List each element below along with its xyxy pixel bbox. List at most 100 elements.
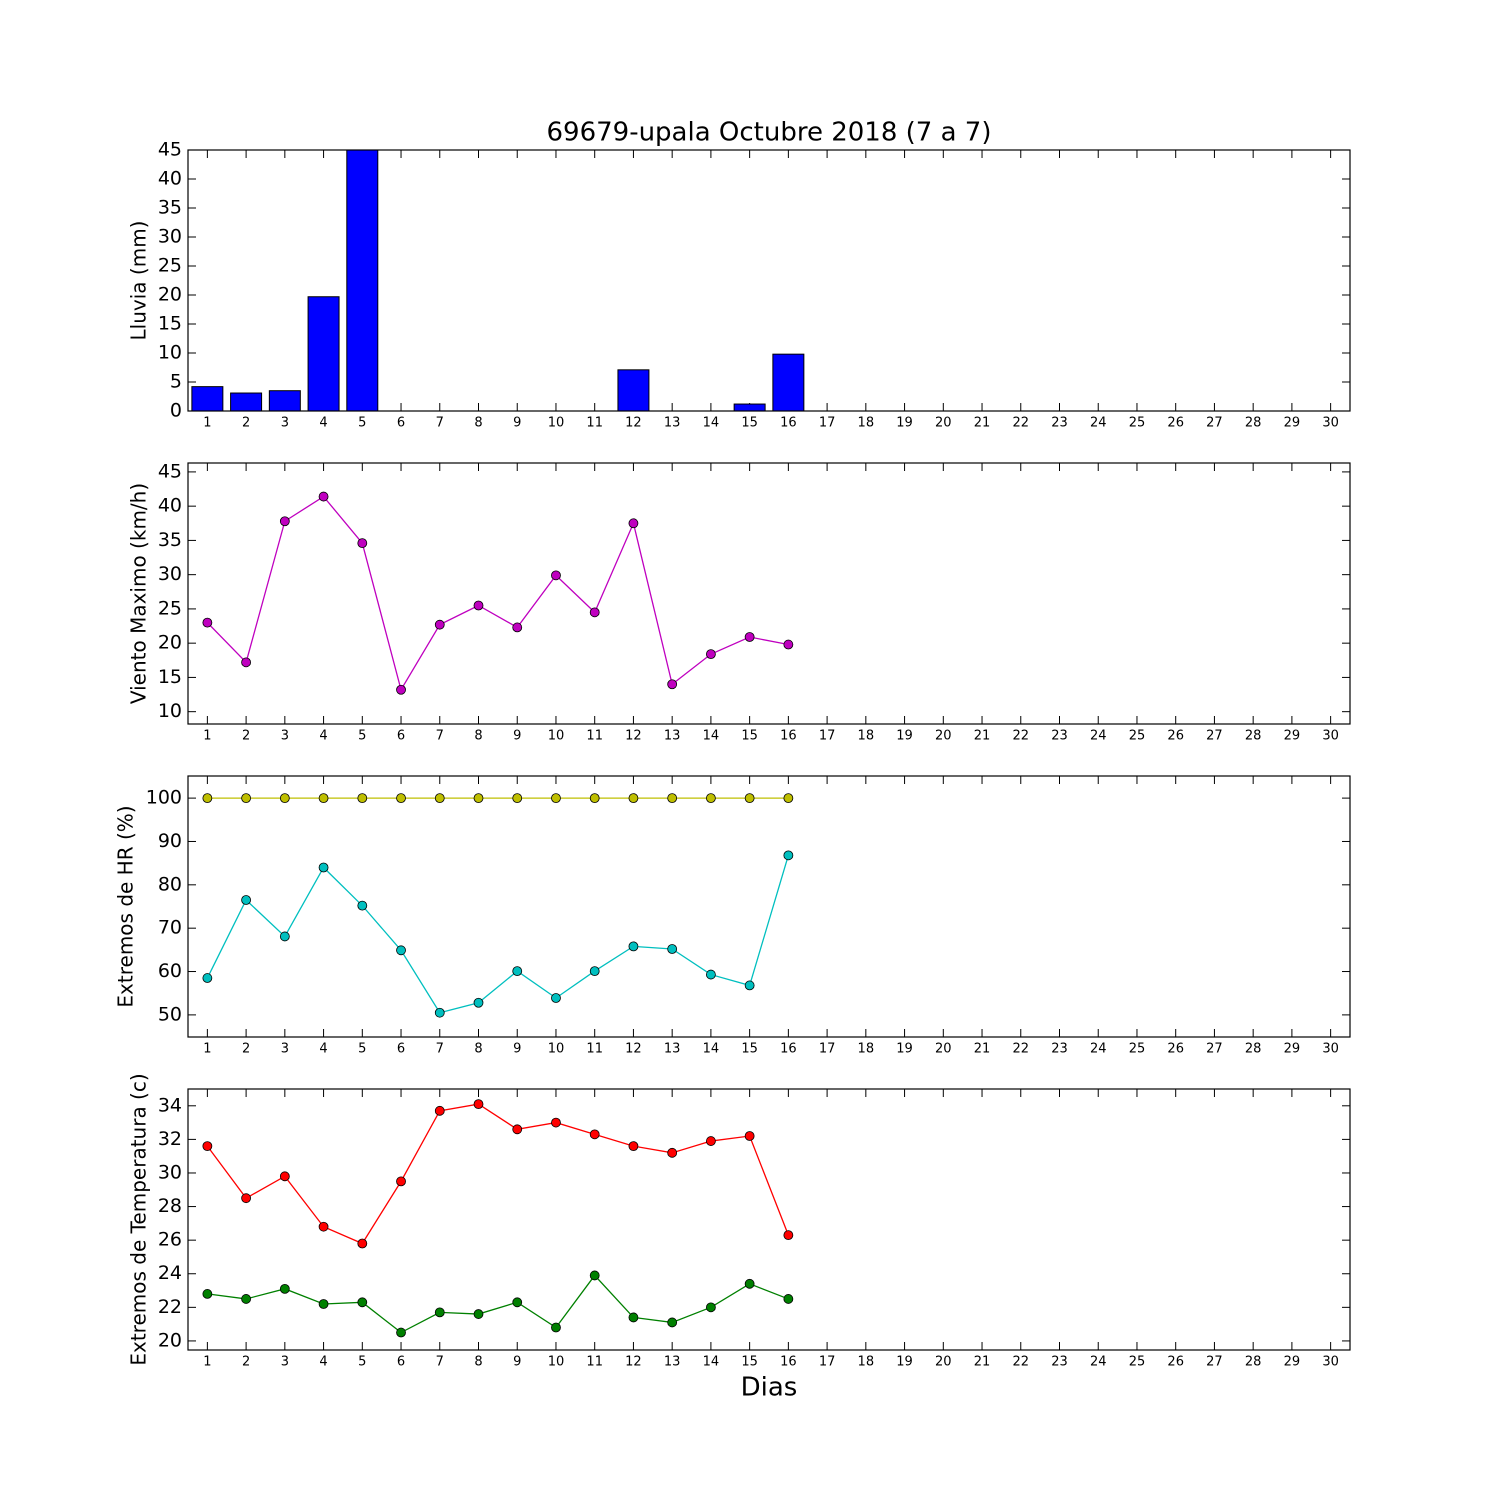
x-tick-label: 16	[780, 416, 797, 431]
y-tick-label: 40	[158, 495, 182, 517]
x-tick-label: 23	[1051, 1042, 1068, 1057]
point	[589, 1270, 600, 1281]
x-tick-label: 15	[741, 1355, 758, 1370]
x-tick-label: 13	[664, 1355, 681, 1370]
x-tick-label: 8	[474, 1042, 482, 1057]
point	[241, 895, 252, 905]
x-tick-label: 4	[319, 1355, 327, 1370]
x-tick-label: 2	[242, 416, 250, 431]
point	[279, 793, 290, 804]
x-tick-label: 14	[703, 1355, 720, 1370]
point	[318, 1221, 329, 1232]
x-tick-label: 6	[397, 1355, 405, 1370]
x-tick-label: 26	[1167, 416, 1184, 431]
x-tick-label: 24	[1090, 416, 1107, 431]
point	[589, 1129, 600, 1140]
x-tick-label: 3	[281, 416, 289, 431]
point	[628, 518, 639, 529]
y-tick-label: 30	[158, 226, 182, 248]
y-axis-label: Lluvia (mm)	[127, 221, 151, 341]
x-tick-label: 10	[548, 729, 565, 744]
point	[783, 1294, 794, 1304]
y-tick-label: 45	[158, 460, 182, 482]
point	[434, 619, 445, 630]
x-tick-label: 4	[319, 416, 327, 431]
y-tick-label: 28	[158, 1195, 182, 1217]
point	[473, 1099, 484, 1110]
line-series	[207, 1274, 789, 1334]
y-tick-label: 34	[158, 1094, 182, 1116]
x-tick-label: 6	[397, 729, 405, 744]
x-tick-label: 29	[1284, 729, 1301, 744]
point	[783, 850, 794, 861]
point	[783, 793, 794, 804]
x-tick-label: 5	[358, 729, 366, 744]
x-tick-label: 17	[819, 1042, 836, 1057]
point	[512, 966, 523, 976]
x-tick-label: 11	[586, 729, 603, 744]
plot-frame	[187, 462, 1351, 725]
point	[628, 1141, 639, 1152]
x-tick-label: 19	[896, 729, 913, 744]
y-tick-label: 26	[158, 1229, 182, 1251]
y-axis-label: Extremos de HR (%)	[114, 805, 138, 1007]
y-tick-label: 50	[158, 1003, 182, 1025]
x-tick-label: 24	[1090, 729, 1107, 744]
point	[783, 1230, 794, 1241]
x-tick-label: 28	[1245, 729, 1262, 744]
x-tick-label: 23	[1051, 416, 1068, 431]
point	[744, 632, 755, 642]
point	[473, 997, 484, 1008]
point	[551, 570, 561, 581]
x-tick-label: 2	[242, 729, 250, 744]
bar	[772, 353, 805, 412]
x-tick-label: 21	[974, 1042, 991, 1057]
x-tick-label: 21	[974, 1355, 991, 1370]
y-tick-label: 20	[158, 632, 182, 654]
point	[434, 1105, 445, 1116]
y-tick-label: 20	[158, 1329, 182, 1351]
x-tick-label: 25	[1129, 729, 1146, 744]
point	[706, 793, 716, 804]
x-tick-label: 9	[513, 416, 521, 431]
point	[783, 639, 794, 650]
x-tick-label: 18	[858, 416, 875, 431]
point	[434, 1307, 445, 1318]
x-tick-label: 19	[896, 416, 913, 431]
point	[473, 793, 484, 804]
point	[279, 516, 290, 527]
y-tick-label: 0	[170, 400, 182, 422]
point	[318, 793, 329, 804]
x-tick-label: 1	[203, 729, 211, 744]
y-tick-label: 10	[158, 700, 182, 722]
x-tick-label: 21	[974, 416, 991, 431]
y-tick-label: 30	[158, 563, 182, 585]
x-tick-label: 14	[703, 416, 720, 431]
point	[318, 862, 329, 873]
x-tick-label: 11	[586, 1355, 603, 1370]
point	[202, 973, 213, 983]
x-tick-label: 10	[548, 416, 565, 431]
point	[589, 793, 600, 804]
x-tick-label: 20	[935, 729, 952, 744]
plot-frame	[187, 1088, 1351, 1351]
point	[744, 1278, 755, 1289]
bar	[307, 296, 340, 412]
point	[744, 793, 755, 804]
point	[744, 1131, 755, 1141]
x-tick-label: 5	[358, 416, 366, 431]
x-tick-label: 1	[203, 1355, 211, 1370]
x-tick-label: 18	[858, 729, 875, 744]
x-tick-label: 18	[858, 1042, 875, 1057]
y-tick-label: 20	[158, 284, 182, 306]
point	[512, 1124, 523, 1135]
point	[396, 1327, 406, 1338]
point	[512, 622, 523, 633]
point	[667, 1147, 678, 1158]
bar	[230, 392, 263, 412]
x-tick-label: 2	[242, 1042, 250, 1057]
point	[396, 793, 406, 804]
x-tick-label: 5	[358, 1042, 366, 1057]
